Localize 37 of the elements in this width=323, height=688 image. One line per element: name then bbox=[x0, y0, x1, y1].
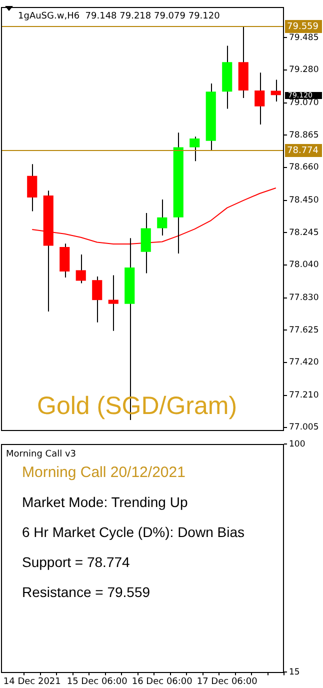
y-tick-label: 100 bbox=[289, 439, 306, 450]
y-tick-label: 78.450 bbox=[289, 196, 319, 206]
y-tick-label: 15 bbox=[289, 667, 300, 678]
candlestick bbox=[27, 164, 38, 212]
y-tick-label: 79.485 bbox=[289, 32, 319, 43]
text: 1gAuSG.w,H6 79.148 79.218 79.079 79.120 bbox=[18, 11, 220, 22]
y-tick-label: 79.280 bbox=[289, 65, 319, 76]
annotation: Market Mode: Trending Up bbox=[22, 494, 188, 510]
candlestick bbox=[140, 212, 151, 274]
candlestick bbox=[254, 72, 265, 126]
candlestick bbox=[108, 274, 118, 332]
y-tick-label: 78.040 bbox=[289, 260, 319, 270]
candlestick bbox=[157, 198, 168, 236]
x-tick-label: 16 Dec 06:00 bbox=[132, 676, 193, 687]
x-tick-label: 17 Dec 06:00 bbox=[196, 676, 258, 687]
x-tick-label: 14 Dec 2021 bbox=[3, 676, 61, 687]
y-tick-label: 77.005 bbox=[289, 422, 319, 433]
y-tick-label: 77.625 bbox=[289, 325, 319, 336]
annotation: Morning Call 20/12/2021 bbox=[22, 464, 186, 482]
candlestick bbox=[270, 79, 281, 102]
y-tick-label: 77.210 bbox=[289, 390, 319, 401]
y-tick-label: 78.865 bbox=[289, 130, 319, 140]
annotation: 6 Hr Market Cycle (D%): Down Bias bbox=[22, 524, 244, 540]
annotation: Resistance = 79.559 bbox=[22, 584, 150, 600]
y-tick-label: 78.660 bbox=[289, 162, 319, 173]
y-tick-label: 79.070 bbox=[289, 98, 319, 108]
candlestick bbox=[190, 136, 200, 162]
candlestick bbox=[92, 276, 102, 323]
candlestick bbox=[76, 254, 86, 284]
ref-line-label: 78.774 bbox=[287, 146, 319, 156]
x-tick-label: 15 Dec 06:00 bbox=[66, 676, 128, 687]
y-tick-label: 77.830 bbox=[289, 293, 319, 304]
y-tick-label: 77.420 bbox=[289, 358, 319, 368]
y-tick-label: 78.245 bbox=[289, 228, 319, 238]
ref-line-label: 79.559 bbox=[287, 22, 319, 32]
annotation: Support = 78.774 bbox=[22, 554, 130, 570]
text: Morning Call v3 bbox=[6, 449, 76, 460]
